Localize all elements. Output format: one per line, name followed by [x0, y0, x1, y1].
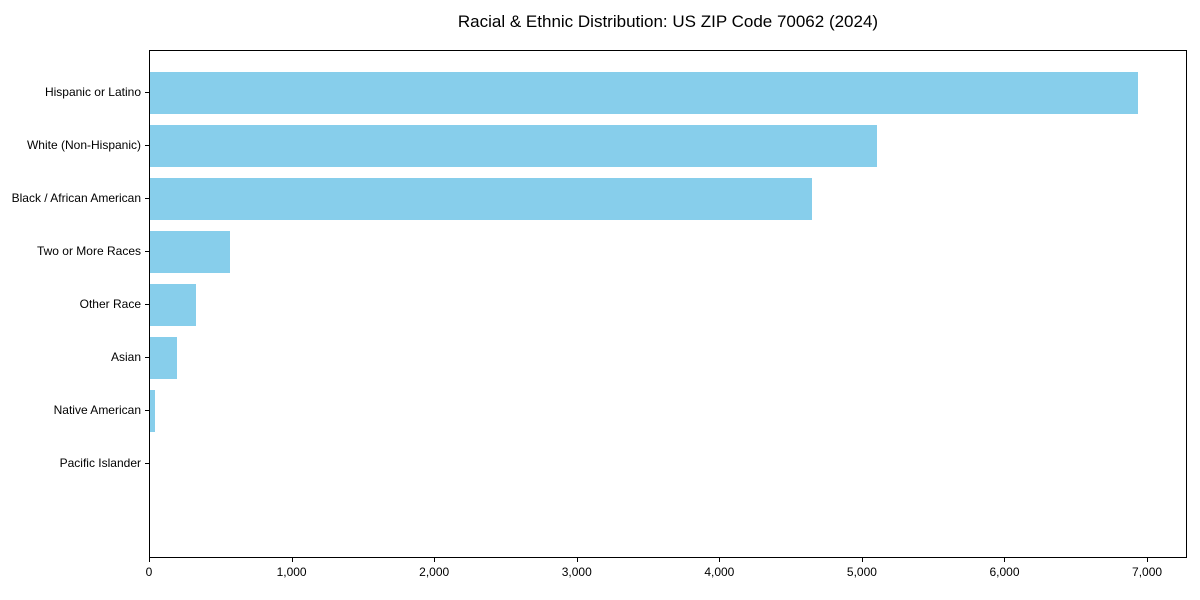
y-tick-label: Pacific Islander — [59, 456, 141, 471]
y-tick-label: Two or More Races — [36, 243, 141, 258]
bar-white-non-hispanic- — [150, 124, 877, 168]
y-tick-mark — [145, 92, 149, 93]
bar-black-african-american — [150, 177, 812, 221]
y-tick-label: Hispanic or Latino — [44, 84, 141, 99]
x-tick-label: 7,000 — [1132, 565, 1163, 579]
y-tick-mark — [145, 145, 149, 146]
bar-other-race — [150, 283, 196, 327]
bar-asian — [150, 336, 177, 380]
bar-hispanic-or-latino — [150, 71, 1138, 115]
x-tick-mark — [149, 558, 150, 562]
x-tick-label: 1,000 — [276, 565, 307, 579]
y-tick-mark — [145, 198, 149, 199]
y-tick-label: Other Race — [79, 297, 141, 311]
x-tick-label: 6,000 — [989, 565, 1020, 579]
x-tick-label: 3,000 — [561, 565, 592, 579]
y-tick-mark — [145, 410, 149, 411]
x-tick-mark — [719, 558, 720, 562]
bar-native-american — [150, 389, 155, 433]
plot-area — [149, 50, 1187, 558]
x-tick-mark — [577, 558, 578, 562]
x-tick-label: 5,000 — [846, 565, 877, 579]
chart-title: Racial & Ethnic Distribution: US ZIP Cod… — [457, 12, 879, 31]
x-tick-label: 0 — [145, 565, 153, 579]
y-tick-label: Native American — [53, 403, 141, 418]
x-tick-mark — [1147, 558, 1148, 562]
bar-two-or-more-races — [150, 230, 230, 274]
y-tick-label: White (Non-Hispanic) — [26, 137, 141, 152]
x-tick-mark — [1004, 558, 1005, 562]
y-tick-label: Asian — [110, 350, 141, 365]
x-tick-mark — [292, 558, 293, 562]
x-tick-label: 2,000 — [419, 565, 450, 579]
x-tick-mark — [862, 558, 863, 562]
y-tick-mark — [145, 251, 149, 252]
y-tick-label: Black / African American — [11, 190, 141, 205]
x-tick-label: 4,000 — [704, 565, 735, 579]
y-tick-mark — [145, 463, 149, 464]
y-tick-mark — [145, 357, 149, 358]
x-tick-mark — [434, 558, 435, 562]
y-tick-mark — [145, 304, 149, 305]
